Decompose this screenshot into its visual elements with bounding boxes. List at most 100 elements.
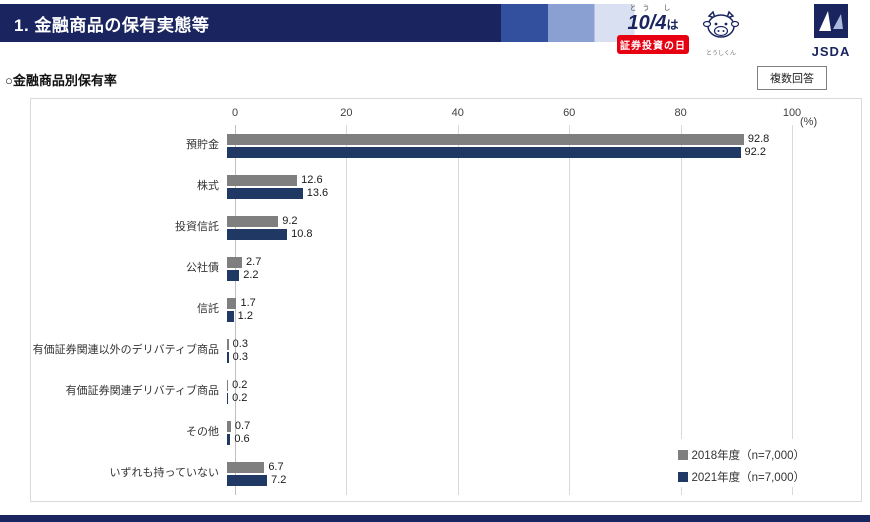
value-label: 9.2	[282, 215, 298, 227]
plot-cell: 1.7 1.2	[227, 297, 784, 322]
category-label: 有価証券関連デリバティブ商品	[65, 385, 219, 397]
plot-cell: 12.6 13.6	[227, 174, 784, 199]
value-label: 0.2	[232, 379, 248, 391]
bar-2018年度	[227, 133, 744, 145]
chart-row: 信託 1.7 1.2	[31, 289, 861, 330]
chart-row: 公社債 2.7 2.2	[31, 248, 861, 289]
plot-cell: 0.7 0.6	[227, 420, 784, 445]
chart-row: その他 0.7 0.6	[31, 412, 861, 453]
bar-2018年度	[227, 461, 265, 473]
bar-2021年度	[227, 269, 240, 281]
bar-line: 0.2	[227, 379, 784, 391]
category-label: いずれも持っていない	[109, 467, 219, 479]
value-label: 7.2	[271, 474, 287, 486]
bar-line: 0.7	[227, 420, 784, 432]
value-label: 0.3	[232, 351, 248, 363]
x-tick: 40	[451, 107, 464, 119]
bar-line: 0.6	[227, 433, 784, 445]
bar-2018年度	[227, 215, 279, 227]
x-tick: 60	[563, 107, 576, 119]
bar-2021年度	[227, 228, 288, 240]
bar-line: 1.7	[227, 297, 784, 309]
bar-line: 7.2	[227, 474, 784, 486]
jsda-logo: JSDA	[806, 4, 856, 59]
multiple-answer-badge: 複数回答	[757, 66, 827, 90]
bar-2021年度	[227, 310, 234, 322]
bar-line: 92.2	[227, 146, 784, 158]
category-label: 信託	[197, 303, 219, 315]
bar-2021年度	[227, 187, 303, 199]
bar-line: 0.2	[227, 392, 784, 404]
section-heading: ○金融商品別保有率	[5, 73, 117, 88]
value-label: 6.7	[268, 461, 284, 473]
legend-label: 2018年度（n=7,000）	[691, 450, 805, 462]
legend-item-2018年度: 2018年度（n=7,000）	[677, 447, 805, 463]
mascot: とうしくん	[700, 10, 742, 57]
chart-rows: 預貯金 92.8 92.2 株式 12.6 13.6 投資信託 9.2 10.8 公社債 2.7 2.…	[31, 125, 861, 494]
bar-line: 10.8	[227, 228, 784, 240]
bar-line: 1.2	[227, 310, 784, 322]
value-label: 0.3	[232, 338, 248, 350]
value-label: 92.2	[744, 146, 766, 158]
value-label: 12.6	[301, 174, 323, 186]
bar-2018年度	[227, 174, 298, 186]
legend-swatch	[677, 450, 688, 460]
value-label: 0.7	[234, 420, 251, 432]
category-label: 有価証券関連以外のデリバティブ商品	[32, 344, 219, 356]
bar-2018年度	[227, 379, 229, 391]
bar-2021年度	[227, 392, 229, 404]
jsda-label: JSDA	[811, 44, 851, 59]
investment-day-banner: 証券投資の日	[617, 35, 689, 54]
x-tick: 80	[674, 107, 687, 119]
legend-item-2021年度: 2021年度（n=7,000）	[677, 469, 805, 485]
mascot-caption: とうしくん	[705, 51, 736, 57]
unit-label: (%)	[800, 116, 818, 128]
value-label: 2.2	[243, 269, 259, 281]
value-label: 2.7	[246, 256, 262, 268]
footer-bar	[0, 515, 870, 522]
bar-chart: (%) 0 20 40 60 80 100 預貯金 92.8 92.2 株式 12.6 13.6 投資…	[30, 98, 862, 502]
bar-2018年度	[227, 338, 229, 350]
chart-row: 有価証券関連デリバティブ商品 0.2 0.2	[31, 371, 861, 412]
chart-row: 株式 12.6 13.6	[31, 166, 861, 207]
bar-2018年度	[227, 256, 243, 268]
bar-line: 0.3	[227, 338, 784, 350]
category-label: 公社債	[186, 262, 219, 274]
value-label: 1.2	[237, 310, 253, 322]
date-line: 10/4は	[628, 13, 679, 33]
plot-cell: 2.7 2.2	[227, 256, 784, 281]
chart-row: 預貯金 92.8 92.2	[31, 125, 861, 166]
category-label: 預貯金	[186, 139, 219, 151]
cow-mascot-icon	[702, 10, 740, 38]
value-label: 0.6	[234, 433, 250, 445]
bar-2018年度	[227, 420, 231, 432]
page-header: 1. 金融商品の保有実態等 とう し 10/4は 証券投資の日 とうしくん	[0, 0, 870, 62]
bar-2021年度	[227, 433, 231, 445]
x-tick: 100	[782, 107, 802, 119]
value-label: 92.8	[747, 133, 770, 145]
legend-label: 2021年度（n=7,000）	[691, 472, 805, 484]
plot-cell: 9.2 10.8	[227, 215, 784, 240]
bar-2021年度	[227, 351, 229, 363]
plot-cell: 6.7 7.2	[227, 461, 784, 486]
investment-day-logo: とう し 10/4は 証券投資の日	[614, 5, 692, 54]
bar-2021年度	[227, 474, 268, 486]
bar-line: 12.6	[227, 174, 784, 186]
value-label: 10.8	[291, 228, 313, 240]
page-title: 1. 金融商品の保有実態等	[14, 15, 210, 35]
date-suffix: は	[666, 18, 679, 32]
x-tick: 0	[231, 107, 239, 119]
category-label: 投資信託	[175, 221, 219, 233]
category-label: 株式	[197, 180, 219, 192]
value-label: 13.6	[306, 187, 329, 199]
chart-row: 有価証券関連以外のデリバティブ商品 0.3 0.3	[31, 330, 861, 371]
plot-cell: 0.3 0.3	[227, 338, 784, 363]
plot-cell: 0.2 0.2	[227, 379, 784, 404]
bar-line: 0.3	[227, 351, 784, 363]
bar-2018年度	[227, 297, 237, 309]
bar-line: 92.8	[227, 133, 784, 145]
category-label: その他	[186, 426, 219, 438]
chart-row: 投資信託 9.2 10.8	[31, 207, 861, 248]
value-label: 0.2	[232, 392, 248, 404]
